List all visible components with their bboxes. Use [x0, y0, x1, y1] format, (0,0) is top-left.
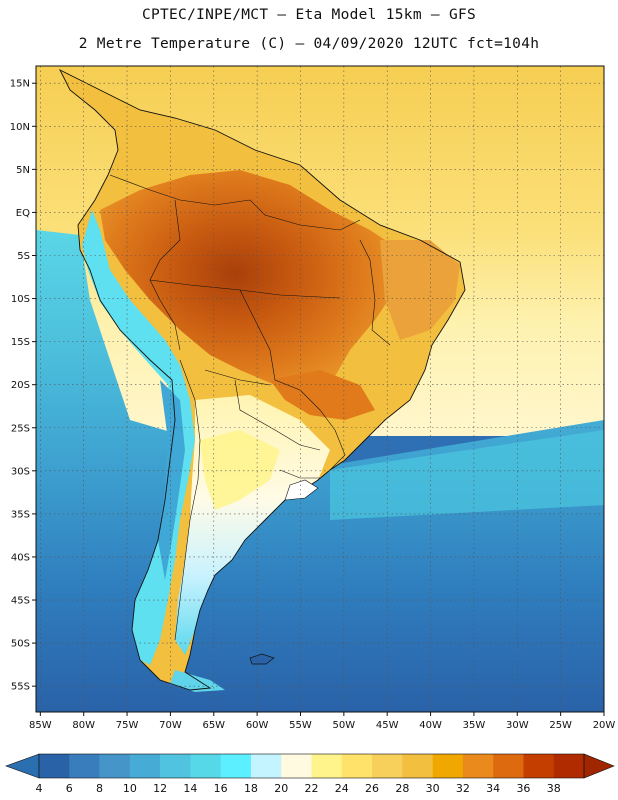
- colorbar-swatch: [493, 754, 524, 778]
- longitude-labels: 85W 80W 75W 70W 65W 60W 55W 50W 45W 40W 35W 30W 25W 2…: [29, 720, 615, 731]
- lon-tick-label: 25W: [549, 720, 572, 731]
- lon-tick-label: 20W: [593, 720, 616, 731]
- falkland-islands: [249, 653, 275, 665]
- colorbar-label: 38: [547, 782, 561, 795]
- colorbar-swatch: [311, 754, 343, 778]
- colorbar-label: 10: [123, 782, 137, 795]
- colorbar-under-arrow: [5, 753, 40, 779]
- colorbar-swatch: [432, 754, 464, 778]
- lon-tick-label: 35W: [463, 720, 486, 731]
- lat-tick-label: 55S: [11, 682, 30, 693]
- colorbar-label: 20: [274, 782, 288, 795]
- colorbar-label: 16: [214, 782, 228, 795]
- andes-cold-core: [158, 380, 185, 580]
- lat-tick-label: 25S: [11, 423, 30, 434]
- lat-tick-label: 20S: [11, 380, 30, 391]
- colorbar-swatch: [372, 754, 403, 778]
- hot-interior-region: [100, 170, 400, 400]
- ocean-cool-band: [330, 430, 604, 520]
- hot-southeast: [270, 370, 375, 420]
- colorbar-swatch: [190, 754, 221, 778]
- colorbar-label: 34: [486, 782, 500, 795]
- colorbar-swatch: [402, 754, 433, 778]
- colorbar-swatch: [553, 754, 585, 778]
- country-borders: [109, 174, 391, 641]
- warm-northeast: [380, 240, 460, 340]
- lon-tick-label: 70W: [159, 720, 182, 731]
- colorbar-label: 28: [395, 782, 409, 795]
- lon-tick-label: 50W: [333, 720, 356, 731]
- colorbar-swatch: [250, 754, 282, 778]
- graticule: [36, 66, 604, 712]
- colorbar-swatches: [5, 753, 615, 779]
- colorbar-label: 4: [36, 782, 43, 795]
- lat-tick-label: 10S: [11, 294, 30, 305]
- lon-tick-label: 30W: [506, 720, 529, 731]
- axis-ticks: [32, 82, 605, 716]
- colorbar-labels: 4 6 8 10 12 14 16 18 20 22 24 26 28 30 32 34 36 38: [36, 782, 561, 795]
- lat-tick-label: 45S: [11, 596, 30, 607]
- temperature-map: 15N 10N 5N EQ 5S 10S 15S 20S 25S 30S 35S 40S 45S 50S 5…: [10, 65, 615, 731]
- pampas-warm-patch: [200, 430, 280, 510]
- lat-tick-label: 15S: [11, 337, 30, 348]
- colorbar-swatch: [129, 754, 161, 778]
- colorbar-over-arrow: [583, 753, 615, 779]
- lon-tick-label: 40W: [419, 720, 442, 731]
- colorbar-swatch: [160, 754, 191, 778]
- latitude-labels: 15N 10N 5N EQ 5S 10S 15S 20S 25S 30S 35S 40S 45S 50S 5…: [10, 79, 30, 693]
- colorbar-swatch: [523, 754, 555, 778]
- colorbar-label: 26: [365, 782, 379, 795]
- lon-tick-label: 65W: [202, 720, 225, 731]
- colorbar-label: 24: [335, 782, 349, 795]
- lat-tick-label: 35S: [11, 509, 30, 520]
- colorbar-label: 32: [456, 782, 470, 795]
- lat-tick-label: 5N: [16, 165, 30, 176]
- map-title-line-1: CPTEC/INPE/MCT – Eta Model 15km – GFS: [141, 7, 477, 23]
- lon-tick-label: 45W: [376, 720, 399, 731]
- lon-tick-label: 55W: [289, 720, 312, 731]
- colorbar-swatch: [99, 754, 131, 778]
- colorbar-label: 36: [516, 782, 530, 795]
- colorbar-label: 30: [426, 782, 440, 795]
- colorbar-swatch: [220, 754, 252, 778]
- lat-tick-label: EQ: [16, 208, 30, 219]
- temperature-colorbar: 4 6 8 10 12 14 16 18 20 22 24 26 28 30 32 34 36 38: [5, 753, 615, 795]
- map-field: [36, 66, 604, 712]
- map-frame: [35, 65, 605, 713]
- tierra-del-fuego: [170, 670, 225, 692]
- colorbar-swatch: [39, 754, 70, 778]
- lon-tick-label: 75W: [116, 720, 139, 731]
- colorbar-label: 18: [244, 782, 258, 795]
- lat-tick-label: 30S: [11, 466, 30, 477]
- colorbar-swatch: [281, 754, 312, 778]
- lat-tick-label: 15N: [10, 79, 30, 90]
- colorbar-swatch: [69, 754, 100, 778]
- colorbar-label: 12: [153, 782, 167, 795]
- colorbar-label: 22: [305, 782, 319, 795]
- lat-tick-label: 40S: [11, 552, 30, 563]
- lon-tick-label: 60W: [246, 720, 269, 731]
- rio-de-la-plata-estuary: [284, 479, 319, 501]
- lon-tick-label: 80W: [72, 720, 95, 731]
- colorbar-label: 8: [96, 782, 103, 795]
- colorbar-swatch: [341, 754, 373, 778]
- colorbar-outline: [38, 753, 585, 779]
- colorbar-label: 14: [183, 782, 197, 795]
- map-title-line-2: 2 Metre Temperature (C) – 04/09/2020 12U…: [78, 36, 540, 52]
- lat-tick-label: 10N: [10, 122, 30, 133]
- colorbar-label: 6: [66, 782, 73, 795]
- lon-tick-label: 85W: [29, 720, 52, 731]
- lat-tick-label: 50S: [11, 639, 30, 650]
- colorbar-swatch: [462, 754, 494, 778]
- lat-tick-label: 5S: [17, 251, 30, 262]
